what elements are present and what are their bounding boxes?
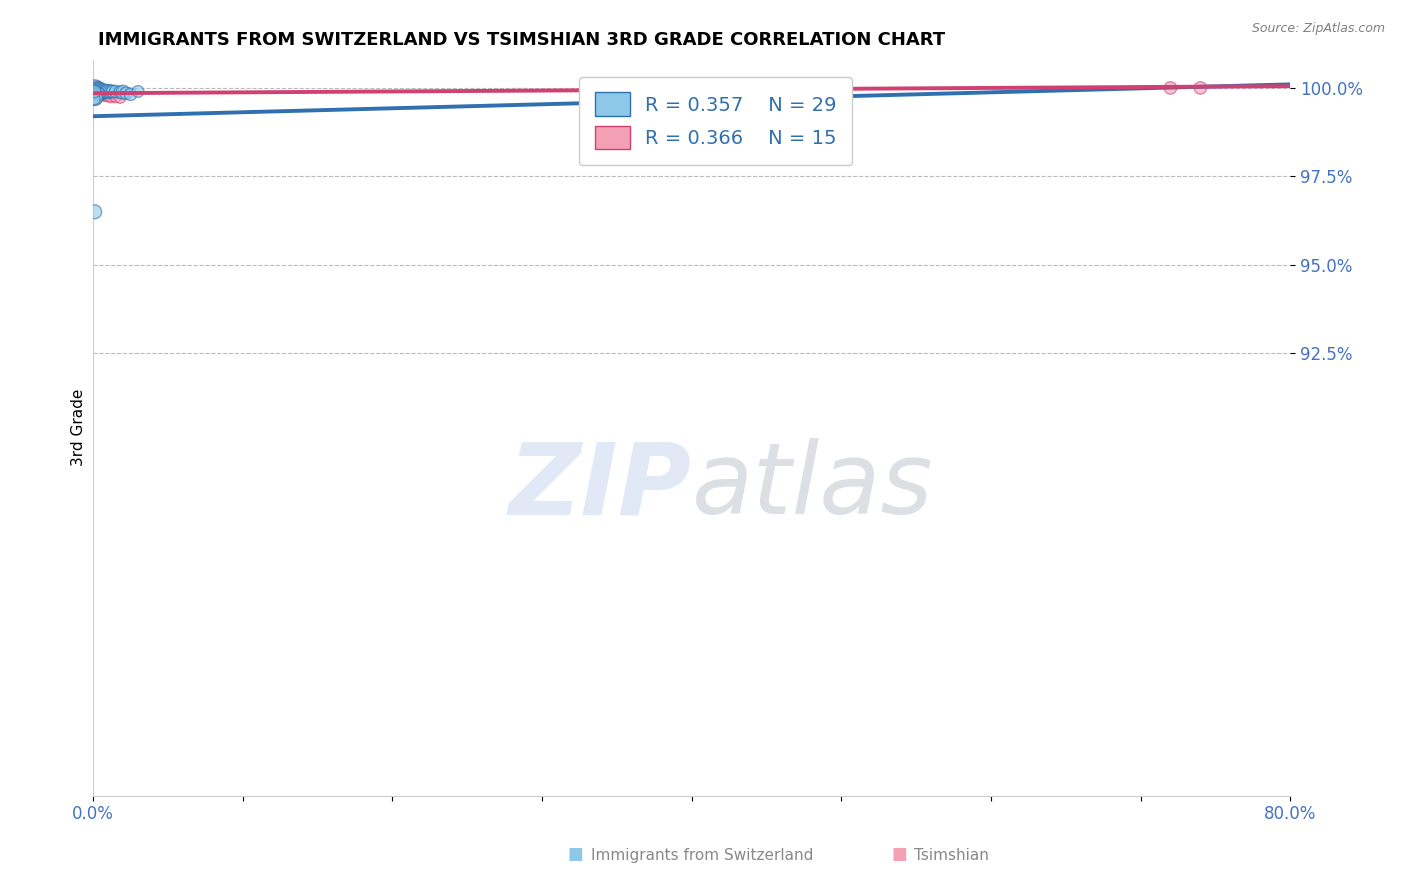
- Point: [89, 87, 111, 101]
- Point: [101, 85, 124, 99]
- Text: Immigrants from Switzerland: Immigrants from Switzerland: [591, 848, 813, 863]
- Point: [108, 85, 131, 99]
- Legend: R = 0.357    N = 29, R = 0.366    N = 15: R = 0.357 N = 29, R = 0.366 N = 15: [579, 77, 852, 165]
- Point: [98, 85, 121, 99]
- Point: [84, 85, 107, 99]
- Point: [83, 83, 105, 97]
- Point: [83, 91, 105, 105]
- Point: [90, 85, 112, 99]
- Point: [86, 85, 108, 99]
- Point: [89, 87, 111, 101]
- Point: [94, 85, 117, 99]
- Point: [93, 85, 115, 99]
- Text: ZIP: ZIP: [509, 438, 692, 535]
- Point: [100, 85, 122, 99]
- Y-axis label: 3rd Grade: 3rd Grade: [72, 389, 86, 467]
- Point: [104, 85, 127, 99]
- Text: ■: ■: [568, 846, 583, 863]
- Point: [97, 88, 120, 103]
- Text: ■: ■: [891, 846, 907, 863]
- Point: [89, 85, 111, 99]
- Point: [94, 87, 117, 102]
- Point: [91, 87, 114, 101]
- Point: [104, 89, 127, 103]
- Point: [96, 85, 118, 99]
- Text: IMMIGRANTS FROM SWITZERLAND VS TSIMSHIAN 3RD GRADE CORRELATION CHART: IMMIGRANTS FROM SWITZERLAND VS TSIMSHIAN…: [98, 31, 946, 49]
- Point: [108, 90, 131, 104]
- Text: Tsimshian: Tsimshian: [914, 848, 988, 863]
- Point: [83, 92, 105, 106]
- Point: [86, 85, 108, 99]
- Point: [89, 85, 111, 99]
- Point: [100, 89, 122, 103]
- Point: [86, 84, 108, 98]
- Text: atlas: atlas: [692, 438, 934, 535]
- Point: [83, 83, 105, 97]
- Point: [84, 83, 107, 97]
- Point: [86, 87, 108, 101]
- Point: [91, 85, 114, 99]
- Point: [93, 87, 115, 102]
- Point: [83, 85, 105, 99]
- Point: [120, 87, 142, 102]
- Point: [90, 87, 112, 101]
- Point: [112, 85, 135, 99]
- Point: [86, 84, 108, 98]
- Point: [115, 87, 138, 101]
- Text: Source: ZipAtlas.com: Source: ZipAtlas.com: [1251, 22, 1385, 36]
- Point: [1159, 81, 1181, 95]
- Point: [127, 85, 149, 99]
- Point: [84, 85, 107, 99]
- Point: [83, 89, 105, 103]
- Point: [97, 85, 120, 99]
- Point: [1189, 81, 1212, 95]
- Point: [83, 204, 105, 219]
